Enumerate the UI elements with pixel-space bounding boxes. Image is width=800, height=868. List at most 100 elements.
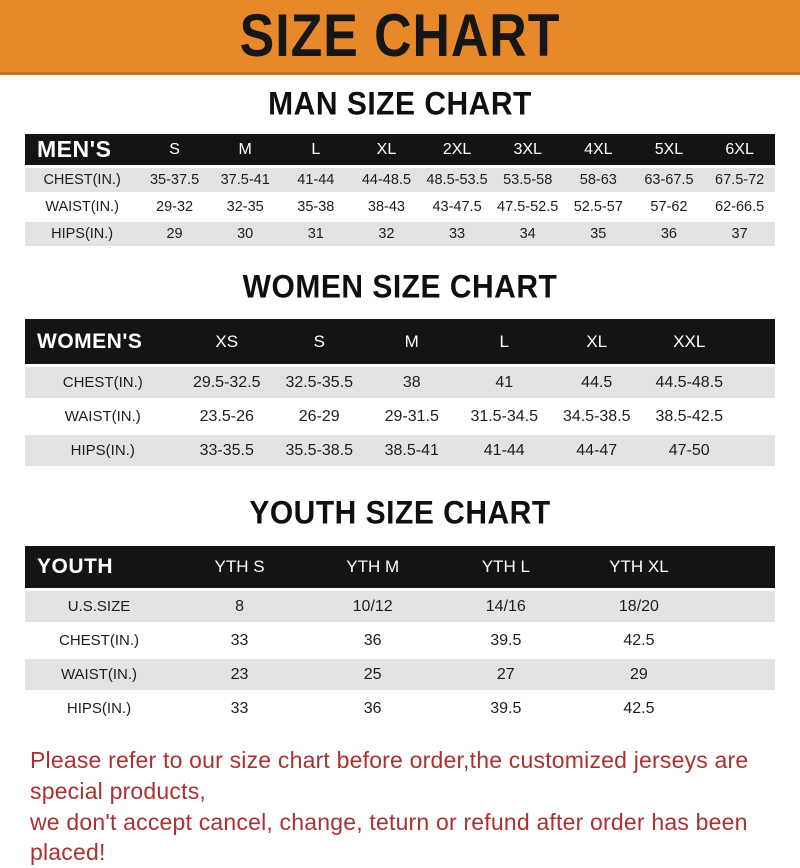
size-column-header: M (209, 134, 281, 165)
size-column-header: L (280, 134, 352, 165)
row-label: HIPS(IN.) (25, 435, 181, 466)
size-value-cell: 35 (563, 222, 634, 246)
size-value-cell: 35-37.5 (139, 168, 210, 192)
table-pad-cell (705, 546, 775, 588)
table-row: HIPS(IN.) 29 30 31 32 33 34 35 36 37 (25, 222, 775, 246)
table-row: CHEST(IN.) 29.5-32.5 32.5-35.5 38 41 44.5 44.5… (25, 367, 775, 398)
size-value-cell: 33 (173, 625, 307, 656)
size-column-header: XL (550, 319, 643, 364)
youth-section-title: YOUTH SIZE CHART (249, 495, 551, 532)
size-value-cell: 31.5-34.5 (458, 401, 551, 432)
row-label: WAIST(IN.) (25, 659, 173, 690)
size-column-header: 2XL (421, 134, 493, 165)
size-value-cell: 52.5-57 (563, 195, 634, 219)
size-value-cell: 29-32 (139, 195, 210, 219)
men-size-table: MEN'S S M L XL 2XL 3XL 4XL 5XL 6XL CHEST(IN.) 35-37… (25, 131, 775, 249)
size-value-cell: 8 (173, 591, 307, 622)
size-value-cell: 63-67.5 (633, 168, 705, 192)
row-label: CHEST(IN.) (25, 168, 140, 192)
size-value-cell: 53.5-58 (492, 168, 563, 192)
size-column-header: XL (351, 134, 422, 165)
size-column-header: 5XL (633, 134, 705, 165)
table-header-row: WOMEN'S XS S M L XL XXL (25, 319, 775, 364)
size-value-cell: 35.5-38.5 (273, 435, 366, 466)
footer-notice: Please refer to our size chart before or… (30, 745, 800, 868)
size-column-header: YTH S (173, 546, 307, 588)
size-value-cell: 39.5 (439, 693, 573, 724)
size-value-cell: 48.5-53.5 (421, 168, 493, 192)
size-value-cell: 10/12 (306, 591, 440, 622)
notice-line-1: Please refer to our size chart before or… (30, 747, 749, 804)
size-value-cell: 37 (704, 222, 775, 246)
size-value-cell: 32.5-35.5 (273, 367, 366, 398)
size-column-header: 6XL (704, 134, 775, 165)
size-column-header: 4XL (563, 134, 634, 165)
table-row: CHEST(IN.) 35-37.5 37.5-41 41-44 44-48.5 48.5… (25, 168, 775, 192)
table-header-row: YOUTH YTH S YTH M YTH L YTH XL (25, 546, 775, 588)
size-value-cell: 32 (351, 222, 422, 246)
size-value-cell: 33 (421, 222, 493, 246)
size-value-cell: 62-66.5 (704, 195, 775, 219)
row-label: HIPS(IN.) (25, 222, 140, 246)
size-value-cell: 26-29 (273, 401, 366, 432)
notice-line-2: we don't accept cancel, change, teturn o… (30, 808, 748, 866)
size-value-cell: 34.5-38.5 (550, 401, 643, 432)
row-label: U.S.SIZE (25, 591, 173, 622)
youth-size-table: YOUTH YTH S YTH M YTH L YTH XL U.S.SIZE 8 10/12… (25, 543, 775, 727)
size-value-cell: 14/16 (439, 591, 573, 622)
size-value-cell: 36 (306, 693, 440, 724)
size-value-cell: 29.5-32.5 (180, 367, 273, 398)
size-value-cell: 29 (572, 659, 706, 690)
row-label: CHEST(IN.) (25, 367, 181, 398)
size-value-cell: 31 (280, 222, 352, 246)
size-value-cell: 38-43 (351, 195, 422, 219)
size-value-cell: 41 (458, 367, 551, 398)
men-size-section: MAN SIZE CHART MEN'S S M L XL 2XL 3XL 4XL 5XL 6XL… (0, 75, 800, 249)
size-value-cell: 27 (439, 659, 573, 690)
size-value-cell: 44.5 (550, 367, 643, 398)
size-column-header: YTH XL (572, 546, 706, 588)
size-value-cell: 42.5 (572, 625, 706, 656)
size-value-cell: 44-47 (550, 435, 643, 466)
size-column-header: YTH L (439, 546, 573, 588)
size-value-cell: 30 (209, 222, 281, 246)
size-value-cell: 34 (492, 222, 563, 246)
size-value-cell: 58-63 (563, 168, 634, 192)
table-pad-cell (705, 591, 775, 622)
size-value-cell: 44-48.5 (351, 168, 422, 192)
size-value-cell: 29 (139, 222, 210, 246)
table-corner-label: YOUTH (25, 546, 173, 588)
size-column-header: XXL (643, 319, 736, 364)
size-value-cell: 33 (173, 693, 307, 724)
size-value-cell: 38.5-41 (365, 435, 458, 466)
size-value-cell: 38 (365, 367, 458, 398)
size-value-cell: 29-31.5 (365, 401, 458, 432)
table-row: HIPS(IN.) 33 36 39.5 42.5 (25, 693, 775, 724)
women-section-title: WOMEN SIZE CHART (242, 269, 558, 306)
size-column-header: XS (180, 319, 273, 364)
table-pad-cell (735, 401, 775, 432)
size-value-cell: 39.5 (439, 625, 573, 656)
size-value-cell: 38.5-42.5 (643, 401, 736, 432)
size-value-cell: 35-38 (280, 195, 352, 219)
banner-title: SIZE CHART (239, 2, 561, 70)
table-corner-label: WOMEN'S (25, 319, 181, 364)
size-value-cell: 41-44 (280, 168, 352, 192)
table-pad-cell (735, 319, 775, 364)
size-value-cell: 23.5-26 (180, 401, 273, 432)
size-value-cell: 18/20 (572, 591, 706, 622)
table-row: WAIST(IN.) 23.5-26 26-29 29-31.5 31.5-34.5 34… (25, 401, 775, 432)
women-size-table: WOMEN'S XS S M L XL XXL CHEST(IN.) 29.5-32.5 32.5… (25, 316, 775, 469)
table-pad-cell (705, 659, 775, 690)
table-row: CHEST(IN.) 33 36 39.5 42.5 (25, 625, 775, 656)
table-row: WAIST(IN.) 23 25 27 29 (25, 659, 775, 690)
size-column-header: 3XL (492, 134, 563, 165)
size-value-cell: 41-44 (458, 435, 551, 466)
size-value-cell: 47-50 (643, 435, 736, 466)
row-label: WAIST(IN.) (25, 401, 181, 432)
size-value-cell: 43-47.5 (421, 195, 493, 219)
table-pad-cell (735, 367, 775, 398)
size-value-cell: 36 (633, 222, 705, 246)
size-value-cell: 32-35 (209, 195, 281, 219)
